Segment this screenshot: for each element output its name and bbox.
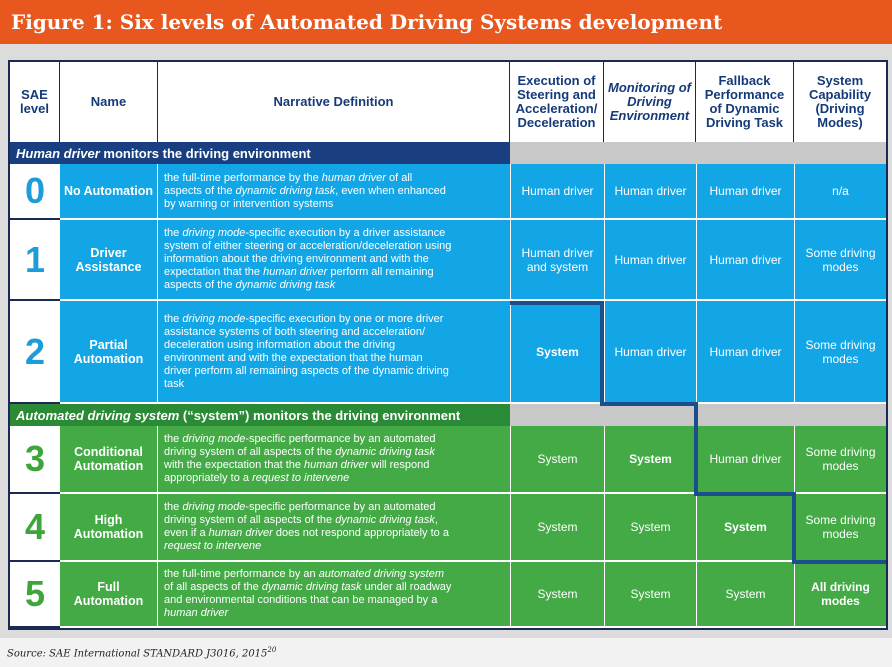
- stair-line: [600, 301, 604, 406]
- section-human-driver: Human driver monitors the driving enviro…: [10, 142, 510, 164]
- definition-line: aspects of the dynamic driving task, eve…: [164, 184, 446, 197]
- definition-line: the driving mode-specific performance by…: [164, 433, 436, 445]
- definition-line: aspects of the dynamic driving task: [164, 279, 336, 291]
- section-automated-system: Automated driving system (“system”) moni…: [10, 404, 510, 426]
- definition-line: environment and with the expectation tha…: [164, 351, 423, 364]
- level-definition: the driving mode-specific performance by…: [158, 494, 510, 562]
- sae-levels-table: SAE level Name Narrative Definition Exec…: [8, 60, 888, 630]
- definition-line: information about the driving environmen…: [164, 253, 429, 265]
- level-definition: the driving mode-specific performance by…: [158, 426, 510, 494]
- stair-line: [694, 402, 698, 494]
- level-name: High Automation: [60, 494, 158, 562]
- definition-line: the driving mode-specific execution by a…: [164, 227, 446, 239]
- level-capability-value: Some driving modes: [794, 494, 886, 562]
- definition-line: the driving mode-specific execution by o…: [164, 312, 444, 325]
- level-name: Driver Assistance: [60, 220, 158, 301]
- stair-line: [510, 301, 602, 305]
- source-note: Source: SAE International STANDARD J3016…: [7, 646, 277, 660]
- definition-line: even if a human driver does not respond …: [164, 527, 449, 539]
- definition-line: task: [164, 377, 185, 390]
- level-execution-value: System: [510, 562, 604, 628]
- definition-line: assistance systems of both steering and …: [164, 325, 426, 338]
- level-name: Full Automation: [60, 562, 158, 628]
- level-fallback-value: System: [696, 562, 794, 628]
- header-name: Name: [60, 62, 158, 142]
- level-fallback-value: System: [696, 494, 794, 562]
- stair-line: [694, 492, 794, 496]
- level-definition: the full-time performance by the human d…: [158, 164, 510, 220]
- level-monitoring-value: Human driver: [604, 220, 696, 301]
- definition-line: by warning or intervention systems: [164, 197, 334, 210]
- definition-line: appropriately to a request to intervene: [164, 472, 350, 484]
- section-automated-filler: [510, 404, 886, 426]
- level-execution-value: System: [510, 494, 604, 562]
- definition-line: the full-time performance by the human d…: [164, 171, 413, 184]
- stair-line: [600, 402, 696, 406]
- section-human-driver-filler: [510, 142, 886, 164]
- definition-line: driver perform all remaining aspects of …: [164, 364, 449, 377]
- level-fallback-value: Human driver: [696, 164, 794, 220]
- level-number: 5: [10, 562, 60, 628]
- definition-line: driving system of all aspects of the dyn…: [164, 514, 438, 526]
- level-capability-value: n/a: [794, 164, 886, 220]
- level-fallback-value: Human driver: [696, 426, 794, 494]
- level-definition: the driving mode-specific execution by a…: [158, 220, 510, 301]
- level-name: No Automation: [60, 164, 158, 220]
- header-fallback: Fallback Performance of Dynamic Driving …: [696, 62, 794, 142]
- definition-line: human driver: [164, 607, 229, 619]
- level-execution-value: System: [510, 426, 604, 494]
- level-fallback-value: Human driver: [696, 301, 794, 404]
- definition-line: deceleration using information about the…: [164, 338, 396, 351]
- level-capability-value: Some driving modes: [794, 220, 886, 301]
- header-sae-level: SAE level: [10, 62, 60, 142]
- level-capability-value: Some driving modes: [794, 301, 886, 404]
- definition-line: the full-time performance by an automate…: [164, 568, 445, 580]
- level-execution-value: Human driver: [510, 164, 604, 220]
- stair-line: [792, 560, 886, 564]
- level-number: 0: [10, 164, 60, 220]
- level-capability-value: Some driving modes: [794, 426, 886, 494]
- level-number: 1: [10, 220, 60, 301]
- header-monitoring: Monitoring of Driving Environment: [604, 62, 696, 142]
- level-monitoring-value: Human driver: [604, 164, 696, 220]
- header-narrative-definition: Narrative Definition: [158, 62, 510, 142]
- level-number: 2: [10, 301, 60, 404]
- level-monitoring-value: System: [604, 494, 696, 562]
- level-execution-value: System: [510, 301, 604, 404]
- level-monitoring-value: System: [604, 562, 696, 628]
- level-monitoring-value: Human driver: [604, 301, 696, 404]
- level-fallback-value: Human driver: [696, 220, 794, 301]
- level-number: 3: [10, 426, 60, 494]
- definition-line: of all aspects of the dynamic driving ta…: [164, 581, 452, 593]
- stair-line: [792, 492, 796, 562]
- figure-title: Figure 1: Six levels of Automated Drivin…: [0, 0, 892, 44]
- definition-line: the driving mode-specific performance by…: [164, 501, 436, 513]
- definition-line: and environmental conditions that can be…: [164, 594, 438, 606]
- header-execution: Execution of Steering and Acceleration/ …: [510, 62, 604, 142]
- level-number: 4: [10, 494, 60, 562]
- level-definition: the full-time performance by an automate…: [158, 562, 510, 628]
- definition-line: with the expectation that the human driv…: [164, 459, 430, 471]
- level-definition: the driving mode-specific execution by o…: [158, 301, 510, 404]
- level-execution-value: Human driver and system: [510, 220, 604, 301]
- definition-line: expectation that the human driver perfor…: [164, 266, 434, 278]
- definition-line: system of either steering or acceleratio…: [164, 240, 452, 252]
- level-name: Conditional Automation: [60, 426, 158, 494]
- definition-line: driving system of all aspects of the dyn…: [164, 446, 435, 458]
- definition-line: request to intervene: [164, 540, 262, 552]
- level-name: Partial Automation: [60, 301, 158, 404]
- level-monitoring-value: System: [604, 426, 696, 494]
- header-capability: System Capability (Driving Modes): [794, 62, 886, 142]
- level-capability-value: All driving modes: [794, 562, 886, 628]
